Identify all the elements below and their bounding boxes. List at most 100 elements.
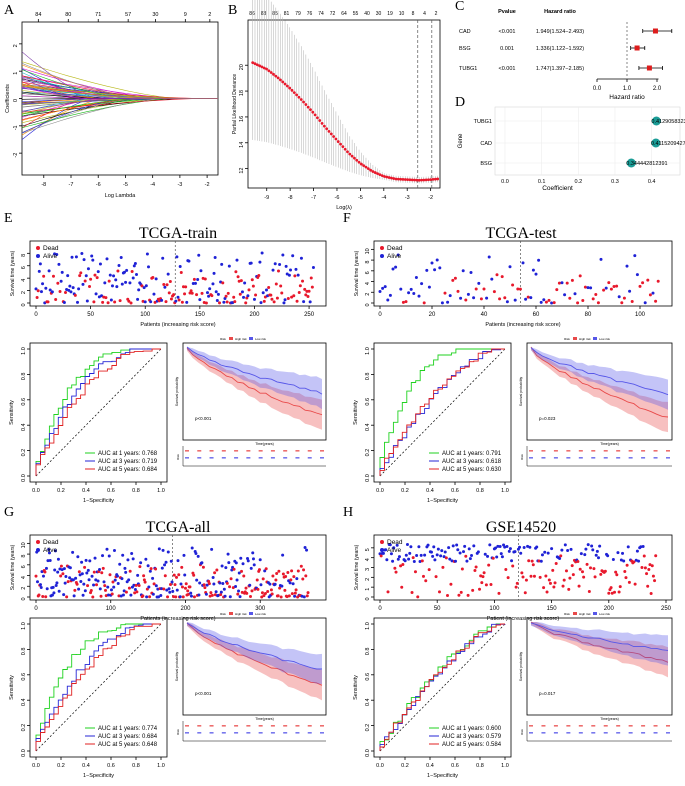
dead-patient-point [209, 591, 213, 595]
alive-patient-point [395, 543, 399, 547]
alive-patient-point [396, 557, 400, 561]
x-tick-label: 150 [547, 606, 558, 612]
dead-patient-point [236, 275, 240, 279]
alive-patient-point [161, 548, 165, 552]
alive-patient-point [432, 545, 436, 549]
x-tick-label: -2 [428, 195, 433, 201]
dead-legend-label: Dead [387, 245, 403, 252]
roc-legend-label: AUC at 5 years: 0.630 [442, 467, 502, 473]
dead-patient-point [35, 295, 39, 299]
dead-patient-point [633, 582, 637, 586]
dead-patient-point [204, 301, 208, 305]
roc-plot-frame [373, 617, 512, 758]
low-risk-survival-curve [186, 622, 322, 670]
alive-patient-point [246, 559, 250, 563]
y-tick-label: 0.4 [365, 423, 371, 431]
deviance-point [410, 178, 414, 182]
coefficient-path [21, 98, 218, 136]
alive-patient-point [507, 549, 511, 553]
alive-patient-point [616, 551, 620, 555]
alive-patient-point [418, 560, 422, 564]
alive-patient-point [293, 594, 297, 598]
dead-patient-point [460, 567, 464, 571]
deviance-point [265, 67, 268, 71]
coefficient-path [21, 98, 218, 113]
alive-legend-label: Alive [43, 253, 57, 260]
low-risk-count-mark [246, 732, 251, 734]
dead-patient-point [225, 581, 229, 585]
dead-patient-point [103, 584, 107, 588]
dead-patient-point [181, 595, 185, 599]
y-tick-label: 0.8 [365, 373, 371, 381]
alive-patient-point [166, 550, 170, 554]
top-tick-label: 85 [272, 11, 278, 17]
y-tick-label: 0.0 [21, 749, 27, 757]
high-risk-legend-swatch [229, 612, 233, 615]
dead-patient-point [129, 301, 133, 305]
dead-patient-point [511, 283, 515, 287]
dead-patient-point [44, 595, 48, 599]
low-risk-count-mark [295, 732, 300, 734]
deviance-point [292, 91, 296, 95]
alive-patient-point [436, 547, 440, 551]
roc-plot-frame [29, 342, 168, 483]
x-tick-label: -3 [405, 195, 410, 201]
x-axis-label: Patients (increasing risk score) [485, 322, 560, 328]
deviance-point [401, 177, 405, 181]
alive-patient-point [531, 268, 535, 272]
alive-patient-point [148, 569, 152, 573]
deviance-point [288, 86, 292, 90]
x-tick-label: 0.4 [426, 488, 434, 494]
dead-patient-point [145, 587, 149, 591]
dead-patient-point [530, 559, 534, 563]
alive-patient-point [211, 576, 215, 580]
dead-patient-point [292, 294, 296, 298]
alive-patient-point [386, 298, 390, 302]
alive-patient-point [107, 554, 111, 558]
alive-patient-point [198, 298, 202, 302]
alive-patient-point [273, 262, 277, 266]
cv-plot-frame [247, 19, 441, 189]
dead-patient-point [474, 565, 478, 569]
high-risk-count-mark [234, 450, 239, 452]
alive-patient-point [518, 545, 522, 549]
dead-patient-point [143, 580, 147, 584]
dead-patient-point [104, 588, 108, 592]
hr-point [634, 45, 640, 51]
dead-patient-point [127, 299, 131, 303]
alive-patient-point [477, 281, 481, 285]
alive-patient-point [635, 273, 639, 277]
alive-patient-point [55, 253, 59, 257]
deviance-point [399, 177, 403, 181]
high-risk-count-mark [628, 725, 633, 727]
dead-patient-point [568, 296, 572, 300]
y-tick-label: 0.2 [21, 724, 27, 732]
dead-patient-point [245, 296, 249, 300]
alive-patient-point [435, 258, 439, 262]
low-risk-legend-label: Low risk [255, 612, 267, 616]
dead-patient-point [653, 579, 657, 583]
alive-patient-point [296, 273, 300, 277]
alive-legend-marker [36, 548, 40, 552]
alive-patient-point [62, 300, 66, 304]
roc-curve [35, 348, 161, 476]
roc-curve [379, 623, 505, 751]
km-plot-frame [526, 617, 673, 716]
low-risk-legend-label: Low risk [599, 337, 611, 341]
low-risk-count-mark [666, 732, 670, 734]
dead-patient-point [449, 582, 453, 586]
alive-patient-point [45, 587, 49, 591]
alive-patient-point [124, 280, 128, 284]
dead-patient-point [286, 296, 290, 300]
top-tick-label: 30 [376, 11, 382, 17]
high-risk-survival-curve [186, 347, 323, 416]
dead-patient-point [648, 293, 652, 297]
dead-patient-point [163, 574, 167, 578]
alive-patient-point [407, 557, 411, 561]
dead-patient-point [570, 564, 574, 568]
dead-patient-point [651, 574, 655, 578]
y-tick-label: 2 [21, 587, 27, 590]
dead-patient-point [479, 574, 483, 578]
dead-patient-point [59, 574, 63, 578]
alive-patient-point [237, 571, 241, 575]
